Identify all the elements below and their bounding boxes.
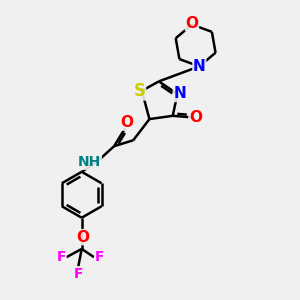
- Text: F: F: [74, 267, 83, 281]
- Text: NH: NH: [78, 155, 101, 170]
- Text: N: N: [193, 59, 206, 74]
- Text: S: S: [134, 82, 146, 100]
- Text: O: O: [120, 115, 133, 130]
- Text: N: N: [173, 86, 186, 101]
- Text: O: O: [76, 230, 89, 245]
- Text: O: O: [185, 16, 199, 31]
- Text: F: F: [56, 250, 66, 264]
- Text: O: O: [189, 110, 202, 125]
- Text: F: F: [94, 250, 104, 264]
